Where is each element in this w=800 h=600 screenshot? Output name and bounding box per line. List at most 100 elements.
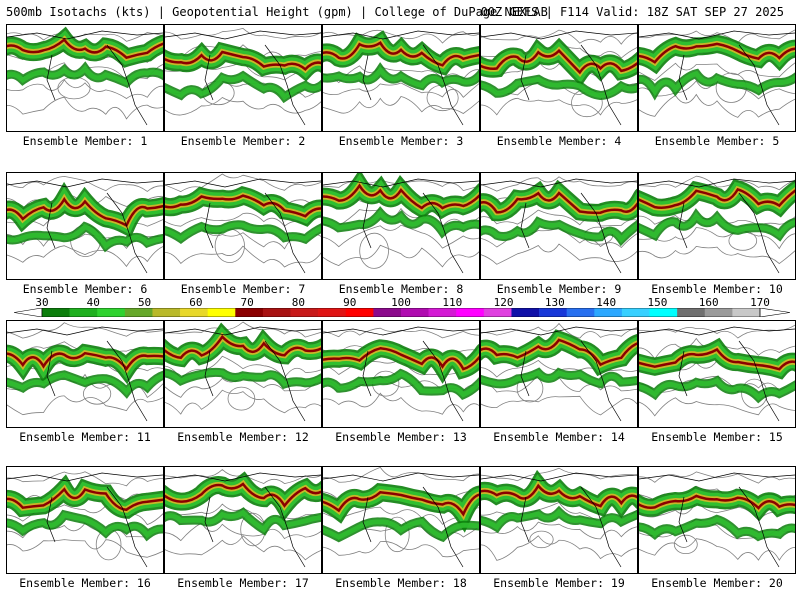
coastline <box>323 472 479 568</box>
height-contour <box>481 243 637 265</box>
ensemble-member-label: Ensemble Member: 20 <box>651 576 783 590</box>
coastline <box>323 178 479 274</box>
ensemble-member-label: Ensemble Member: 2 <box>180 134 306 148</box>
ensemble-map-panel <box>638 172 796 280</box>
ensemble-member-label: Ensemble Member: 6 <box>22 282 148 296</box>
isotach-band <box>7 351 163 371</box>
map-plot <box>639 29 795 126</box>
height-contour <box>481 209 637 227</box>
height-contour-closed <box>83 382 112 405</box>
height-contour-closed <box>57 76 91 100</box>
coastline <box>481 30 637 126</box>
colorbar-swatch <box>345 308 374 317</box>
height-contour <box>323 541 479 558</box>
colorbar-tick-label: 130 <box>544 296 565 309</box>
isotach-band <box>7 223 163 250</box>
isotach-band <box>323 65 479 89</box>
isotach-band <box>639 211 795 239</box>
ensemble-map-panel <box>480 320 638 428</box>
colorbar-tick-label: 140 <box>596 296 617 309</box>
coastline <box>165 326 321 422</box>
colorbar-swatch <box>594 308 623 317</box>
height-contour <box>165 245 321 268</box>
ensemble-member-label: Ensemble Member: 13 <box>335 430 467 444</box>
isotach-band <box>165 369 321 387</box>
height-contour <box>481 322 637 339</box>
height-contour <box>7 175 163 192</box>
height-contour <box>165 355 321 380</box>
ensemble-map-panel <box>638 24 796 132</box>
colorbar-swatch <box>539 308 567 317</box>
map-plot <box>323 173 479 274</box>
ensemble-map-panel <box>6 320 164 428</box>
ensemble-map-panel <box>322 24 480 132</box>
colorbar-arrow-low <box>14 308 43 317</box>
map-plot <box>7 471 163 568</box>
height-contour <box>323 207 479 227</box>
isotach-band <box>165 194 321 218</box>
colorbar-tick-label: 160 <box>698 296 719 309</box>
map-plot <box>7 175 163 274</box>
height-contour <box>639 471 795 484</box>
height-contour <box>481 521 637 540</box>
coastline <box>481 326 637 422</box>
colorbar-swatch <box>42 308 70 317</box>
height-contour <box>639 397 795 417</box>
isotach-band <box>639 187 795 209</box>
ensemble-map-panel <box>6 172 164 280</box>
colorbar-tick-label: 70 <box>240 296 254 309</box>
ensemble-member-label: Ensemble Member: 4 <box>496 134 622 148</box>
colorbar-swatch <box>152 308 181 317</box>
map-plot <box>7 26 163 126</box>
height-contour <box>165 27 321 40</box>
isotach-band <box>165 222 321 242</box>
isotach-band <box>323 347 479 371</box>
ensemble-member-label: Ensemble Member: 17 <box>177 576 309 590</box>
colorbar-swatch <box>483 308 512 317</box>
ensemble-member-label: Ensemble Member: 11 <box>19 430 151 444</box>
height-contour <box>165 535 321 561</box>
isotach-band <box>323 491 479 517</box>
height-contour <box>7 96 163 120</box>
height-contour <box>481 176 637 192</box>
colorbar-tick-label: 170 <box>750 296 770 309</box>
colorbar-swatch <box>428 308 457 317</box>
coastline <box>323 326 479 422</box>
map-plot <box>639 175 795 274</box>
height-contour <box>481 395 637 416</box>
height-contour <box>639 62 795 81</box>
map-plot <box>165 469 321 568</box>
map-plot <box>165 321 321 422</box>
colorbar-swatch <box>180 308 208 317</box>
isotach-band <box>323 518 479 541</box>
ensemble-member-label: Ensemble Member: 16 <box>19 576 151 590</box>
isotach-band <box>481 508 637 531</box>
coastline <box>7 326 163 422</box>
colorbar-swatch <box>704 308 733 317</box>
isotach-band <box>639 70 795 97</box>
map-plot <box>481 322 637 422</box>
ensemble-map-panel <box>322 172 480 280</box>
height-contour <box>165 97 321 116</box>
colorbar-swatch <box>566 308 595 317</box>
ensemble-map-panel <box>638 466 796 574</box>
coastline <box>165 30 321 126</box>
isotach-band <box>165 50 321 72</box>
height-contour <box>481 97 637 116</box>
height-contour <box>481 29 637 45</box>
coastline <box>639 472 795 568</box>
height-contour <box>323 244 479 268</box>
isotach-band <box>323 41 479 67</box>
ensemble-map-panel <box>164 466 322 574</box>
isotach-band <box>481 48 637 75</box>
coastline <box>7 30 163 126</box>
ensemble-member-label: Ensemble Member: 12 <box>177 430 309 444</box>
height-contour <box>7 79 163 99</box>
height-contour-closed <box>359 232 389 269</box>
ensemble-map-panel <box>480 172 638 280</box>
height-contour <box>323 327 479 339</box>
height-contour <box>7 504 163 526</box>
isotach-band <box>639 516 795 540</box>
height-contour <box>323 467 479 483</box>
map-plot <box>165 173 321 274</box>
